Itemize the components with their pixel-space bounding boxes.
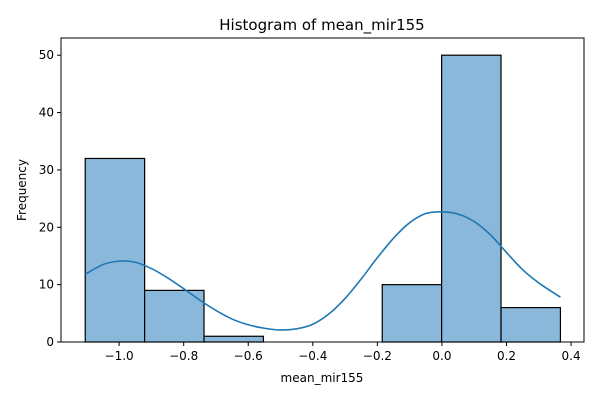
x-tick-label: −1.0 [105,349,134,363]
x-tick-label: 0.0 [432,349,451,363]
histogram-bar [500,306,562,343]
histogram-bar [203,335,265,343]
histogram-bar [144,289,205,343]
y-tick-label: 0 [46,335,54,349]
y-tick-label: 10 [39,278,54,292]
histogram-bar [441,54,502,343]
y-tick-label: 40 [39,106,54,120]
x-tick-label: −0.6 [234,349,263,363]
bars-group [84,54,562,343]
histogram-bar [381,284,443,343]
histogram-bar [84,157,146,343]
y-axis-label: Frequency [15,159,29,221]
y-tick-label: 20 [39,220,54,234]
chart-title: Histogram of mean_mir155 [219,16,424,35]
x-tick-label: 0.2 [497,349,516,363]
x-ticks: −1.0 −0.8 −0.6 −0.4 −0.2 0.0 0.2 0.4 [105,342,581,363]
y-ticks: 0 10 20 30 40 50 [39,48,61,349]
x-axis-label: mean_mir155 [281,371,364,385]
kde-line [84,210,561,331]
x-tick-label: 0.4 [562,349,581,363]
x-tick-label: −0.2 [363,349,392,363]
plot-frame [60,37,585,343]
x-tick-label: −0.8 [169,349,198,363]
x-tick-label: −0.4 [298,349,327,363]
y-tick-label: 50 [39,48,54,62]
y-tick-label: 30 [39,163,54,177]
